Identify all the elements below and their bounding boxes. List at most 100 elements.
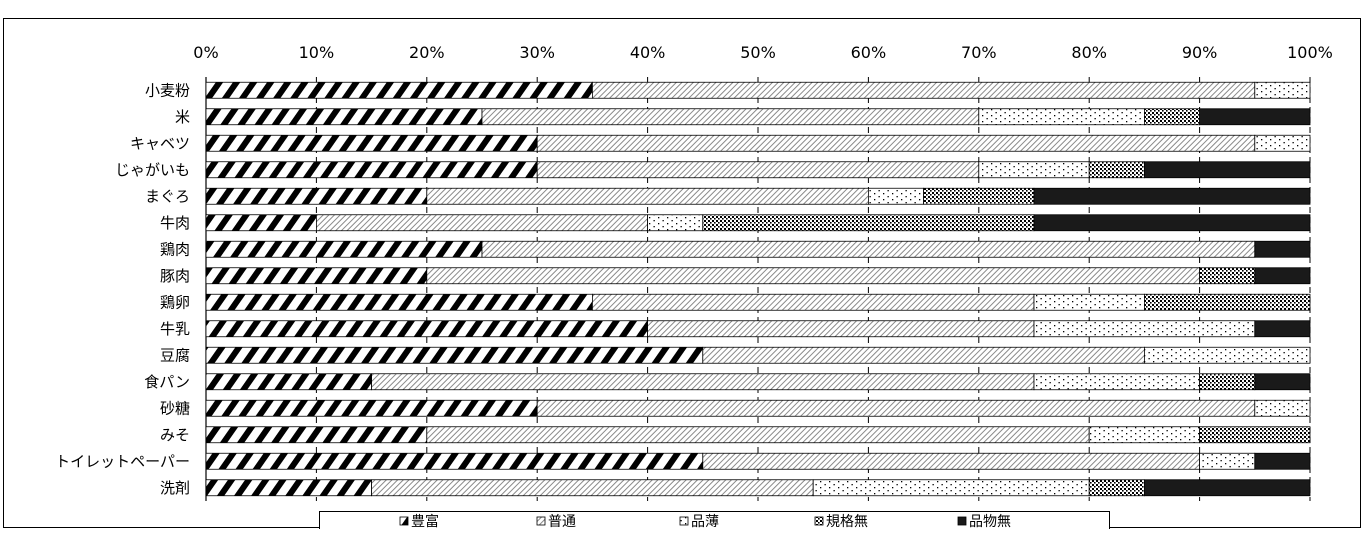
bar-segment-fine-diagonal [536, 134, 1256, 152]
bar-segment-fine-diagonal [426, 187, 869, 205]
x-tick-label: 0% [193, 43, 218, 62]
legend-label: 品薄 [691, 514, 719, 529]
category-label: じゃがいも [115, 161, 190, 179]
bar-segment-bold-diagonal [205, 214, 317, 232]
x-tick-label: 80% [1071, 43, 1107, 62]
y-axis-categories: 小麦粉米キャベツじゃがいもまぐろ牛肉鶏肉豚肉鶏卵牛乳豆腐食パン砂糖みそトイレット… [55, 81, 190, 497]
x-axis-ticks: 0% 10% 20% 30% 40% 50% 60% 70% 80% 90% 100% [193, 43, 1333, 62]
bar-segment-sparse-dots [1144, 346, 1311, 364]
bar-segment-sparse-dots [1254, 134, 1311, 152]
bar-segment-solid-black [1254, 373, 1311, 391]
x-tick-label: 60% [851, 43, 887, 62]
bar-segment-solid-black [1254, 320, 1311, 338]
bar-segment-bold-diagonal [205, 346, 704, 364]
bar-segment-bold-diagonal [205, 134, 538, 152]
legend-box [319, 511, 1110, 533]
category-label: 豚肉 [160, 267, 190, 285]
bar-segment-sparse-dots [1033, 293, 1145, 311]
category-label: 砂糖 [160, 399, 190, 417]
bar-segment-dense-dots [1144, 293, 1311, 311]
bar-segment-bold-diagonal [205, 81, 593, 99]
bar-segment-solid-black [1199, 108, 1311, 126]
x-tick-label: 70% [961, 43, 997, 62]
bar-segment-fine-diagonal [315, 214, 649, 232]
x-tick-label: 100% [1287, 43, 1333, 62]
legend-swatch [957, 516, 967, 526]
bar-segment-bold-diagonal [205, 452, 704, 470]
bar-segment-bold-diagonal [205, 240, 483, 258]
bar-segment-bold-diagonal [205, 161, 538, 179]
x-tick-label: 50% [740, 43, 776, 62]
bar-segment-fine-diagonal [426, 267, 1200, 285]
bar-segment-dense-dots [1199, 426, 1311, 444]
bar-segment-fine-diagonal [426, 426, 1090, 444]
bar-segment-sparse-dots [1199, 452, 1256, 470]
bar-segment-bold-diagonal [205, 399, 538, 417]
legend-label: 品物無 [969, 514, 1011, 529]
bar-segment-dense-dots [702, 214, 1035, 232]
category-label: 鶏卵 [160, 293, 190, 311]
bar-segment-fine-diagonal [702, 346, 1145, 364]
bar-segment-dense-dots [1088, 479, 1145, 497]
legend-swatch [814, 516, 824, 526]
bar-segment-sparse-dots [647, 214, 704, 232]
category-label: キャベツ [130, 134, 190, 152]
bar-segment-sparse-dots [1033, 320, 1256, 338]
category-label: トイレットペーパー [55, 452, 190, 470]
bar-segment-fine-diagonal [371, 479, 814, 497]
bar-segment-sparse-dots [1088, 426, 1200, 444]
category-label: 洗剤 [160, 479, 190, 497]
bar-segment-fine-diagonal [702, 452, 1200, 470]
bar-segment-solid-black [1033, 214, 1311, 232]
bar-segment-dense-dots [1144, 108, 1201, 126]
bar-segment-dense-dots [1199, 373, 1256, 391]
bar-segment-solid-black [1144, 161, 1311, 179]
bar-segment-fine-diagonal [481, 240, 1256, 258]
bar-segment-bold-diagonal [205, 187, 428, 205]
bar-segment-sparse-dots [1254, 399, 1311, 417]
legend: 豊富 普通 品薄 規格無 品物無 [319, 511, 1110, 533]
bar-series [205, 81, 1311, 497]
bar-segment-sparse-dots [812, 479, 1090, 497]
bar-segment-bold-diagonal [205, 373, 373, 391]
bar-segment-bold-diagonal [205, 108, 483, 126]
bar-segment-bold-diagonal [205, 479, 373, 497]
bar-segment-sparse-dots [868, 187, 925, 205]
bar-segment-bold-diagonal [205, 426, 428, 444]
legend-swatch [679, 516, 689, 526]
category-label: 鶏肉 [160, 240, 190, 258]
legend-swatch [399, 516, 409, 526]
category-label: 小麦粉 [145, 81, 190, 99]
bar-segment-fine-diagonal [371, 373, 1035, 391]
legend-swatch [536, 516, 546, 526]
category-label: まぐろ [145, 187, 190, 205]
bar-segment-fine-diagonal [592, 293, 1035, 311]
legend-label: 豊富 [411, 513, 439, 529]
x-tick-label: 90% [1182, 43, 1218, 62]
bar-segment-bold-diagonal [205, 293, 593, 311]
bar-segment-fine-diagonal [481, 108, 980, 126]
bar-segment-fine-diagonal [536, 399, 1256, 417]
bar-segment-dense-dots [1199, 267, 1256, 285]
category-label: 牛肉 [160, 214, 190, 232]
x-tick-label: 20% [409, 43, 445, 62]
category-label: みそ [160, 426, 190, 444]
x-tick-label: 40% [630, 43, 666, 62]
category-label: 米 [175, 108, 190, 126]
bar-segment-dense-dots [923, 187, 1035, 205]
legend-label: 規格無 [826, 514, 868, 529]
category-label: 牛乳 [160, 320, 190, 338]
bar-segment-fine-diagonal [536, 161, 980, 179]
x-tick-label: 30% [519, 43, 555, 62]
category-label: 食パン [144, 373, 190, 391]
bar-segment-sparse-dots [978, 161, 1090, 179]
legend-label: 普通 [548, 514, 576, 529]
x-tick-label: 10% [299, 43, 335, 62]
bar-segment-sparse-dots [1254, 81, 1311, 99]
bar-segment-solid-black [1254, 267, 1311, 285]
bar-segment-bold-diagonal [205, 267, 428, 285]
category-label: 豆腐 [160, 346, 190, 364]
bar-segment-sparse-dots [1033, 373, 1201, 391]
